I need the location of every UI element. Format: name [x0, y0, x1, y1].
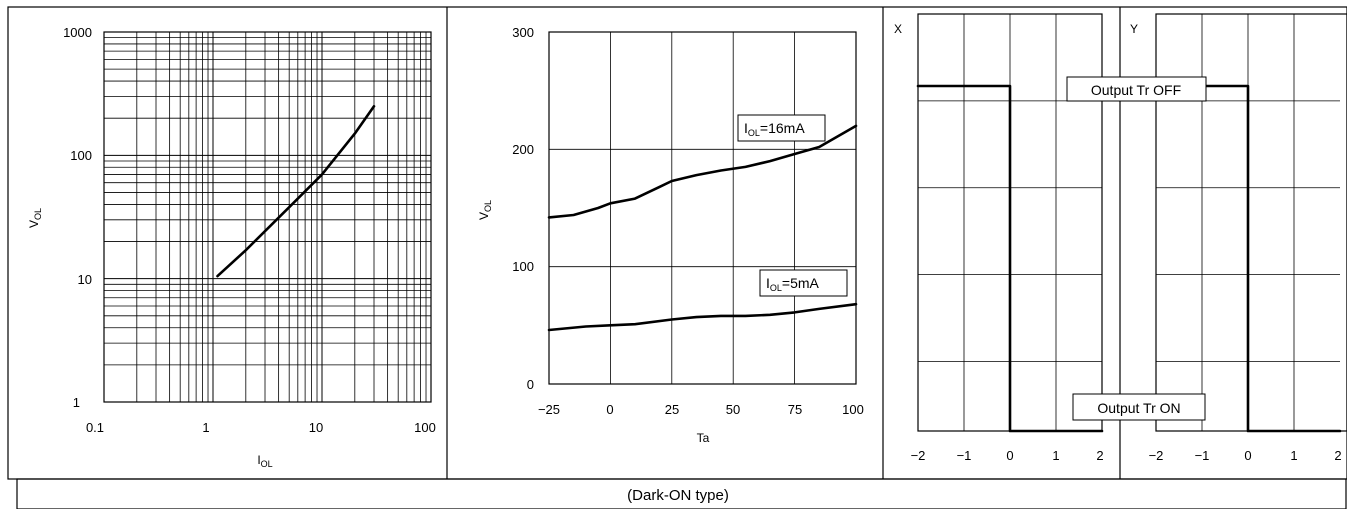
- chart1-y-tick: 1: [73, 395, 80, 410]
- chart1-x-tick: 10: [309, 420, 323, 435]
- chart1-y-tick: 100: [70, 148, 92, 163]
- chart4-x-tick: 2: [1334, 448, 1341, 463]
- chart1-x-label: IOL: [257, 453, 272, 469]
- chart4-x-ticks: −2 −1 0 1 2: [1149, 448, 1342, 463]
- output-on-box: [1072, 393, 1206, 421]
- chart2-plot-frame: [548, 31, 857, 385]
- chart1-x-tick: 100: [414, 420, 436, 435]
- caption: (Dark-ON type): [627, 487, 729, 504]
- chart-x-response: X −2 −1 0 1 2: [894, 13, 1104, 463]
- chart1-x-ticks: 0.1 1 10 100: [86, 420, 436, 435]
- chart3-x-tick: 2: [1096, 448, 1103, 463]
- chart4-title: Y: [1130, 22, 1138, 36]
- chart2-y-tick: 300: [512, 25, 534, 40]
- chart2-y-tick: 200: [512, 142, 534, 157]
- chart1-y-tick: 10: [78, 272, 92, 287]
- chart4-series-line: [1154, 84, 1342, 433]
- chart2-label-5mA: IOL=5mA: [759, 269, 848, 297]
- chart2-series-5mA: [547, 302, 858, 332]
- output-on-annotation: Output Tr ON: [1072, 393, 1206, 421]
- output-on-label: Output Tr ON: [1097, 400, 1180, 416]
- chart3-x-tick: −1: [957, 448, 972, 463]
- chart4-x-tick: −1: [1195, 448, 1210, 463]
- label-5mA: IOL=5mA: [766, 275, 820, 293]
- label-box-5mA: [759, 269, 848, 297]
- chart1-grid: [103, 32, 431, 403]
- chart2-label-16mA: IOL=16mA: [737, 114, 826, 142]
- output-off-label: Output Tr OFF: [1091, 82, 1181, 98]
- chart3-x-ticks: −2 −1 0 1 2: [911, 448, 1104, 463]
- chart3-x-tick: −2: [911, 448, 926, 463]
- chart2-x-tick: 0: [606, 402, 613, 417]
- label-box-16mA: [737, 114, 826, 142]
- chart1-y-tick: 1000: [63, 25, 92, 40]
- chart-temperature: 300 200 100 0 −25 0 25 50 75 100 Ta VOL …: [477, 25, 864, 445]
- chart4-x-tick: 1: [1290, 448, 1297, 463]
- chart2-y-tick: 100: [512, 259, 534, 274]
- label-16mA: IOL=16mA: [744, 120, 805, 138]
- output-off-annotation: Output Tr OFF: [1066, 76, 1207, 102]
- chart3-x-tick: 1: [1052, 448, 1059, 463]
- output-off-box: [1066, 76, 1207, 102]
- chart4-x-tick: −2: [1149, 448, 1164, 463]
- chart2-x-tick: 25: [665, 402, 679, 417]
- chart4-x-tick: 0: [1244, 448, 1251, 463]
- chart2-x-ticks: −25 0 25 50 75 100: [538, 402, 864, 417]
- chart2-y-tick: 0: [527, 377, 534, 392]
- chart2-series-16mA: [547, 124, 858, 219]
- chart1-y-ticks: 1000 100 10 1: [63, 25, 92, 410]
- chart2-x-tick: −25: [538, 402, 560, 417]
- chart1-y-label: VOL: [27, 208, 43, 228]
- chart-log-log: 1000 100 10 1 0.1 1 10 100 IOL VOL: [27, 25, 436, 469]
- chart2-x-tick: 75: [788, 402, 802, 417]
- chart3-x-tick: 0: [1006, 448, 1013, 463]
- chart1-x-tick: 0.1: [86, 420, 104, 435]
- chart2-x-tick: 100: [842, 402, 864, 417]
- chart1-plot-frame: [103, 31, 432, 403]
- chart2-x-tick: 50: [726, 402, 740, 417]
- chart3-title: X: [894, 22, 902, 36]
- chart1-series-line: [216, 105, 376, 278]
- chart2-x-label: Ta: [697, 431, 710, 445]
- chart1-x-tick: 1: [202, 420, 209, 435]
- chart3-series-line: [916, 84, 1104, 433]
- chart2-y-label: VOL: [477, 200, 493, 220]
